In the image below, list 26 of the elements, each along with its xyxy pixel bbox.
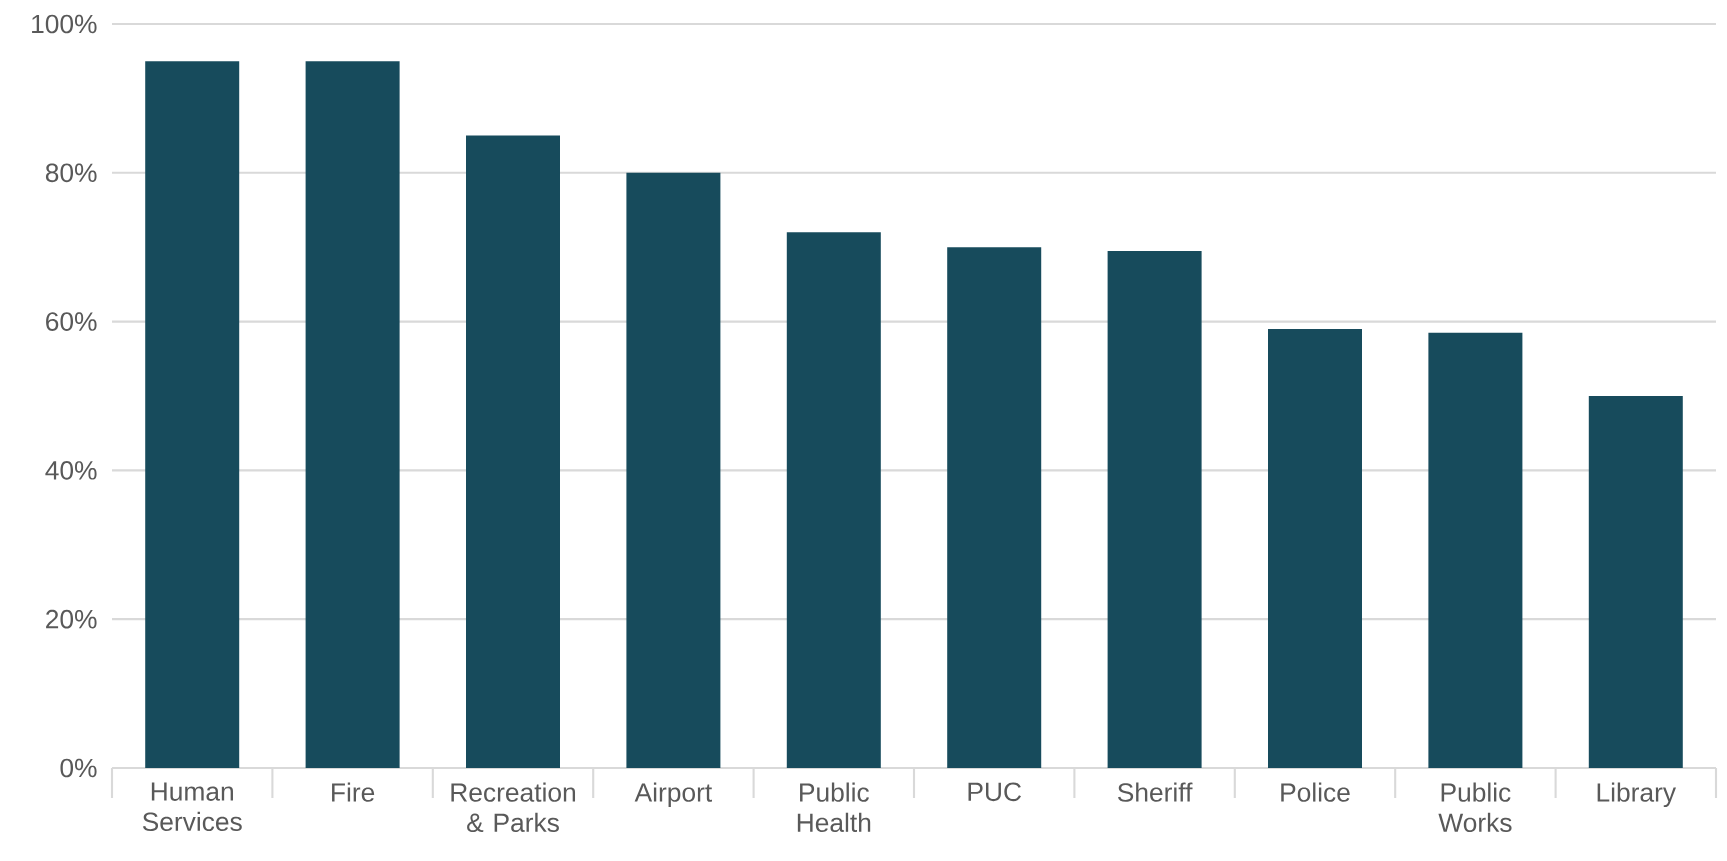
bar (1588, 395, 1683, 768)
bar (626, 172, 721, 768)
x-tick-label: Police (1281, 782, 1350, 802)
bar (1268, 329, 1362, 768)
y-tick-label: 20% (46, 609, 97, 629)
bar (466, 135, 560, 768)
x-tick-label: PUC (968, 782, 1022, 802)
y-tick-label: 80% (45, 163, 97, 183)
x-tick-label: Public Works (1438, 782, 1512, 833)
bar (305, 61, 400, 768)
x-tick-label: Public Health (797, 782, 871, 833)
bar (145, 61, 240, 768)
x-tick-label: Human Services (142, 782, 242, 832)
bar (786, 232, 881, 768)
bar (947, 247, 1042, 768)
bar (1428, 332, 1523, 768)
y-tick-label: 0% (60, 758, 97, 778)
x-tick-label: Recreation & Parks (451, 782, 576, 833)
y-tick-label: 60% (46, 312, 97, 331)
y-tick-label: 40% (45, 461, 97, 480)
x-tick-label: Airport (634, 782, 712, 808)
x-tick-label: Sheriff (1117, 782, 1193, 802)
y-tick-label: 100% (32, 14, 97, 34)
x-tick-label: Fire (332, 782, 375, 802)
x-tick-label: Library (1597, 782, 1676, 808)
bar (1107, 250, 1202, 768)
